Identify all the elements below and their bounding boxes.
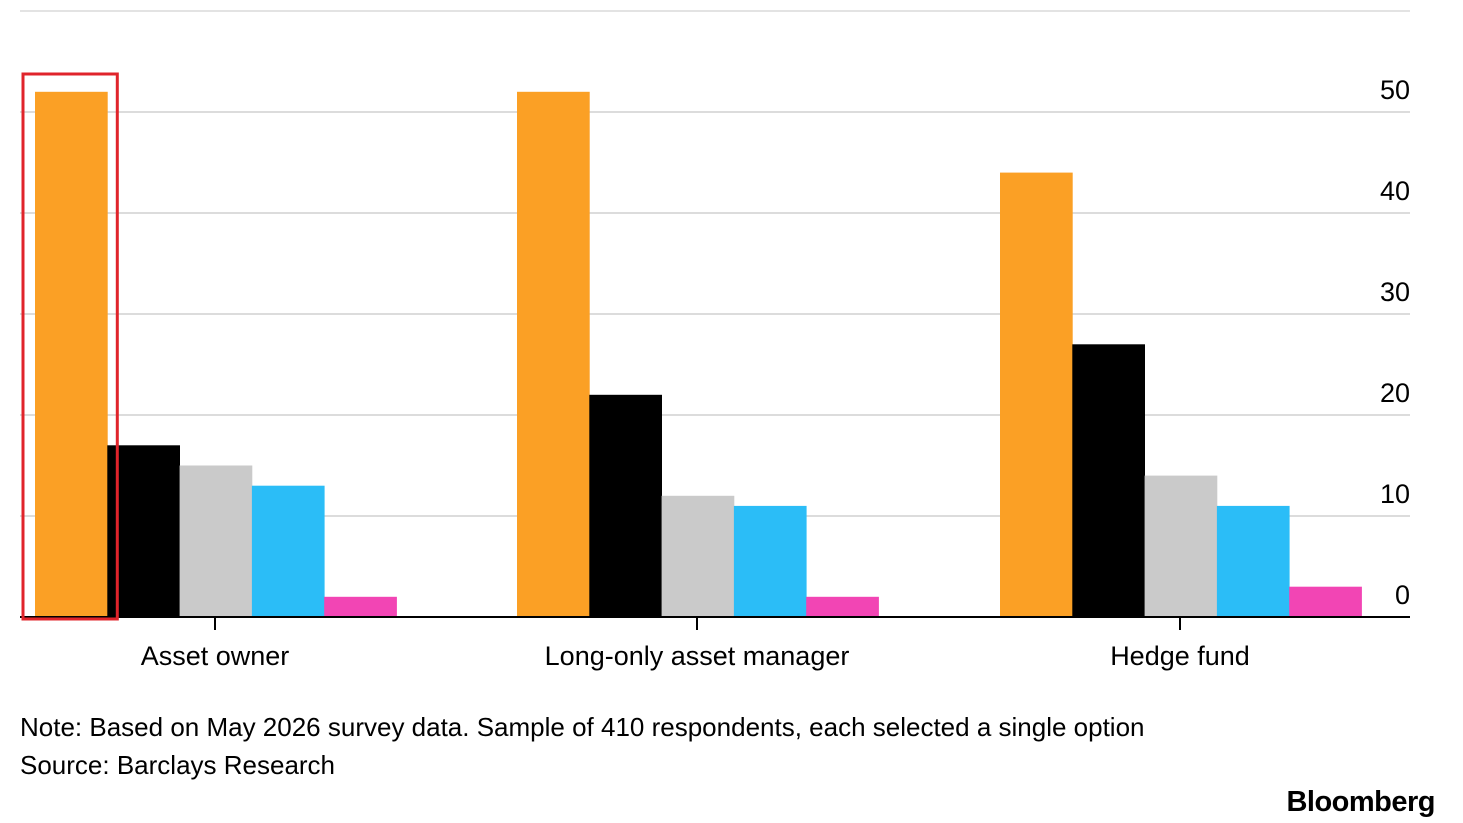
chart-source: Source: Barclays Research (20, 750, 336, 780)
bar (517, 91, 590, 618)
bar (1000, 172, 1073, 617)
bar (1289, 586, 1362, 617)
bar (1072, 344, 1145, 617)
x-category-label: Asset owner (141, 641, 290, 671)
y-tick-label: 20 (1380, 378, 1410, 408)
bar-chart: 0 10 20 30 40 50 Asset owner Long-only asset ma… (20, 10, 1410, 671)
bar (661, 495, 735, 617)
bar (35, 91, 108, 618)
bar (1216, 505, 1290, 617)
bar (324, 596, 397, 617)
y-tick-label: 10 (1380, 479, 1410, 509)
bar (806, 596, 879, 617)
y-tick-label: 40 (1380, 176, 1410, 206)
x-category-label: Long-only asset manager (545, 641, 850, 671)
bar (589, 394, 662, 617)
y-tick-label: 0 (1395, 580, 1410, 610)
y-tick-label: 50 (1380, 75, 1410, 105)
bloomberg-logo: Bloomberg (1286, 786, 1435, 818)
bar (733, 505, 807, 617)
x-category-label: Hedge fund (1110, 641, 1250, 671)
bar (179, 465, 253, 617)
bar (1144, 475, 1218, 617)
highlight-box (21, 72, 119, 621)
bar (251, 485, 325, 617)
chart-note: Note: Based on May 2026 survey data. Sam… (20, 712, 1145, 742)
bar (107, 445, 180, 617)
y-tick-label: 30 (1380, 277, 1410, 307)
